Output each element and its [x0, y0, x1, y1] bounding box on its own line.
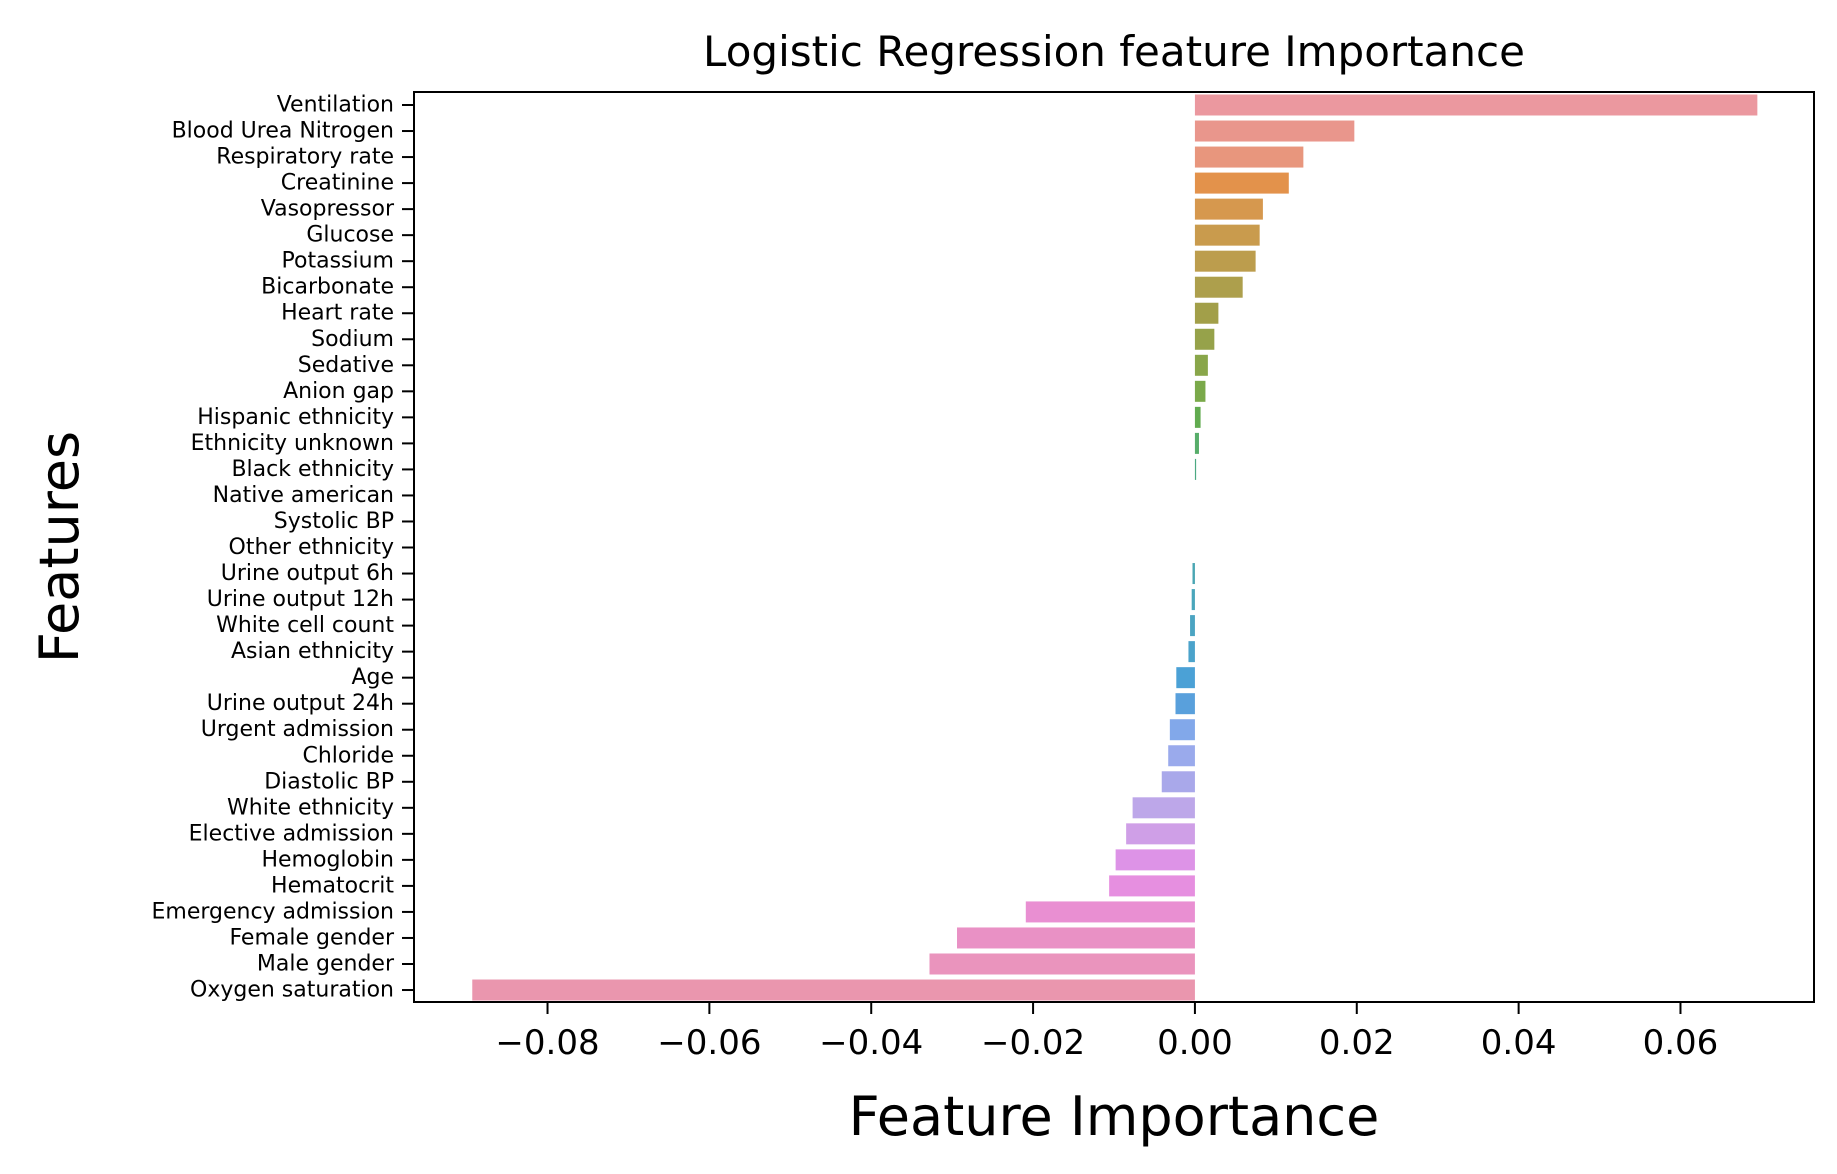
bar-22	[1176, 667, 1195, 689]
bar-19	[1191, 589, 1195, 611]
y-tick-label: Asian ethnicity	[231, 639, 394, 664]
y-tick-label: Urine output 24h	[207, 691, 394, 716]
x-tick-label: 0.02	[1319, 1023, 1395, 1063]
bar-3	[1194, 172, 1289, 194]
y-tick-label: Sodium	[311, 327, 394, 352]
bar-25	[1168, 745, 1195, 767]
bar-27	[1132, 797, 1195, 819]
y-tick-label: Hematocrit	[271, 873, 394, 898]
bar-20	[1190, 615, 1195, 637]
y-tick-label: Black ethnicity	[231, 457, 394, 482]
bar-4	[1194, 198, 1263, 220]
y-tick-label: Native american	[213, 483, 394, 508]
bar-7	[1194, 276, 1243, 298]
y-tick-label: Blood Urea Nitrogen	[172, 119, 394, 144]
bar-21	[1188, 641, 1195, 663]
y-tick-label: Heart rate	[281, 301, 394, 326]
x-tick-label: −0.02	[981, 1023, 1085, 1063]
y-tick-label: Respiratory rate	[216, 145, 394, 170]
y-tick-label: Anion gap	[283, 379, 394, 404]
bar-6	[1194, 250, 1256, 272]
x-axis-ticks: −0.08 −0.06 −0.04 −0.02 0.00 0.02 0.04 0.06	[495, 1002, 1718, 1063]
bars-group	[472, 94, 1758, 1001]
bar-14	[1194, 458, 1197, 480]
y-tick-label: Other ethnicity	[229, 535, 394, 560]
y-tick-label: Vasopressor	[261, 197, 395, 222]
bar-33	[929, 953, 1195, 975]
y-tick-label: Female gender	[229, 925, 394, 950]
bar-32	[957, 927, 1195, 949]
y-tick-label: Male gender	[257, 951, 395, 976]
y-tick-label: White cell count	[216, 613, 394, 638]
y-tick-label: Hispanic ethnicity	[197, 405, 394, 430]
bar-9	[1194, 328, 1215, 350]
y-tick-label: Oxygen saturation	[190, 978, 394, 1003]
y-tick-label: Glucose	[306, 223, 394, 248]
y-tick-label: Urine output 6h	[221, 561, 394, 586]
bar-12	[1194, 406, 1201, 428]
y-tick-label: Bicarbonate	[261, 275, 394, 300]
y-tick-label: Ventilation	[277, 93, 394, 118]
y-tick-label: Urgent admission	[201, 717, 394, 742]
plot-frame	[413, 91, 1815, 1003]
x-axis-label: Feature Importance	[849, 1085, 1380, 1148]
bar-29	[1115, 849, 1195, 871]
y-tick-label: Systolic BP	[274, 509, 394, 534]
y-tick-label: Creatinine	[281, 171, 394, 196]
y-tick-label: Chloride	[302, 743, 394, 768]
bar-34	[472, 979, 1195, 1001]
bar-18	[1192, 563, 1195, 585]
x-tick-label: 0.04	[1481, 1023, 1557, 1063]
bar-24	[1169, 719, 1195, 741]
y-tick-label: Potassium	[282, 249, 394, 274]
bar-0	[1194, 94, 1758, 116]
bar-5	[1194, 224, 1260, 246]
bar-23	[1175, 693, 1195, 715]
bar-2	[1194, 146, 1304, 168]
y-tick-label: Emergency admission	[151, 899, 394, 924]
bar-31	[1025, 901, 1195, 923]
y-tick-label: Elective admission	[189, 821, 394, 846]
x-tick-label: 0.00	[1157, 1023, 1233, 1063]
bar-10	[1194, 354, 1208, 376]
bar-8	[1194, 302, 1219, 324]
y-tick-label: Sedative	[298, 353, 394, 378]
y-tick-label: Urine output 12h	[207, 587, 394, 612]
x-tick-label: −0.04	[819, 1023, 923, 1063]
y-tick-label: Age	[351, 665, 394, 690]
y-tick-label: Hemoglobin	[261, 847, 394, 872]
x-tick-label: −0.08	[495, 1023, 599, 1063]
bar-13	[1194, 432, 1199, 454]
bar-28	[1126, 823, 1195, 845]
chart-title: Logistic Regression feature Importance	[703, 27, 1525, 76]
x-tick-label: 0.06	[1643, 1023, 1719, 1063]
bar-11	[1194, 380, 1206, 402]
bar-30	[1109, 875, 1195, 897]
bar-26	[1161, 771, 1195, 793]
y-tick-label: Ethnicity unknown	[191, 431, 394, 456]
bar-1	[1194, 120, 1355, 142]
y-tick-label: Diastolic BP	[264, 769, 394, 794]
x-tick-label: −0.06	[657, 1023, 761, 1063]
y-axis-label: Features	[28, 431, 91, 663]
y-tick-label: White ethnicity	[227, 795, 394, 820]
